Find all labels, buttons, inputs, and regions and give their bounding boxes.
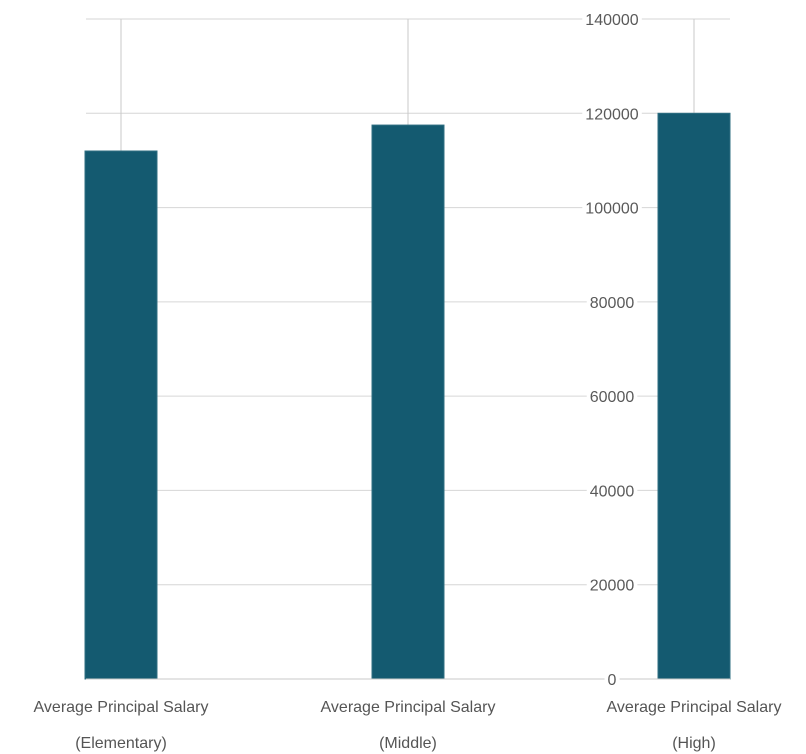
y-tick-label-5: 100000 [585,201,638,218]
y-tick-label-bg-5 [582,199,642,219]
y-tick-label-bg-2 [586,482,638,502]
y-tick-label-0: 0 [608,672,617,689]
y-tick-label-bg-3 [586,388,638,408]
y-tick-label-2: 40000 [590,483,635,500]
x-tick-label-1-line-0: Average Principal Salary [321,699,496,716]
y-tick-label-bg-6 [582,105,642,125]
bar-2 [657,112,731,680]
x-tick-label-2-line-1: (High) [672,735,716,752]
x-tick-label-0-line-0: Average Principal Salary [34,699,209,716]
x-tick-label-0-line-1: (Elementary) [75,735,167,752]
y-tick-label-3: 60000 [590,389,635,406]
y-tick-label-bg-7 [582,11,642,30]
y-tick-label-7: 140000 [585,12,638,29]
y-tick-label-4: 80000 [590,295,635,312]
y-tick-label-bg-4 [586,293,638,313]
label-layer: 0 20000 40000 60000 80000 100000 120000 140000 A… [34,11,782,752]
y-tick-label-bg-1 [586,576,638,596]
y-tick-label-bg-0 [604,671,620,690]
y-tick-label-1: 20000 [590,578,635,595]
y-tick-label-6: 120000 [585,106,638,123]
x-tick-label-1-line-1: (Middle) [379,735,437,752]
bars-layer [84,112,731,680]
bar-1 [371,124,445,680]
x-tick-label-2-line-0: Average Principal Salary [607,699,782,716]
bar-0 [84,150,158,680]
